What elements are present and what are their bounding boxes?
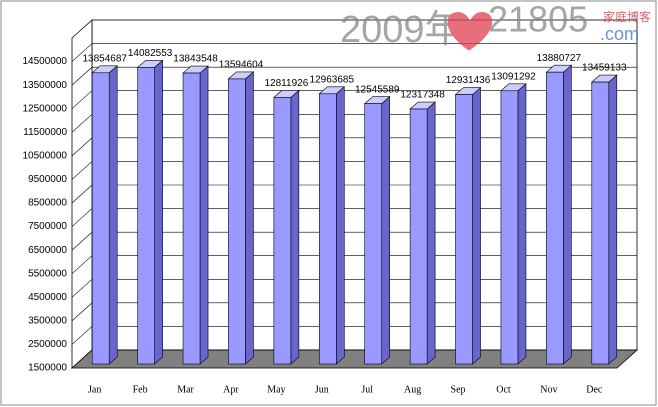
bar (91, 72, 110, 365)
data-label: 13594604 (219, 60, 264, 71)
watermark-tag: 家庭博客 (603, 9, 651, 24)
x-tick-label: Jul (361, 384, 373, 395)
bar-side (381, 95, 391, 365)
grid-line-side (71, 255, 93, 274)
bar (364, 103, 383, 365)
bar-side (199, 65, 209, 365)
data-label: 13843548 (173, 54, 218, 65)
data-label: 12963685 (310, 74, 355, 85)
grid-line-side (71, 231, 93, 251)
bar (500, 90, 519, 365)
bar-side (335, 86, 345, 365)
x-tick-label: Aug (404, 384, 421, 395)
bar-side (290, 89, 300, 365)
grid-line-side (71, 43, 93, 62)
watermark: 2009年 21805 家庭博客 .com (340, 0, 651, 51)
x-tick-label: Jun (315, 384, 329, 395)
bar (182, 72, 201, 365)
y-tick-label: 14500000 (23, 56, 68, 67)
y-tick-label: 3500000 (28, 315, 67, 326)
bar-side (108, 65, 118, 365)
y-tick-label: 1500000 (28, 363, 67, 374)
bar-side (154, 59, 163, 365)
bar (228, 78, 246, 365)
grid-line-side (71, 66, 93, 86)
y-tick-label: 12500000 (23, 103, 68, 114)
data-label: 13091292 (491, 71, 536, 82)
y-tick-label: 11500000 (23, 127, 67, 138)
watermark-year: 2009年 (340, 9, 463, 51)
grid-line-side (71, 302, 93, 322)
data-label: 13854687 (82, 53, 127, 64)
data-label: 13459133 (582, 63, 627, 74)
x-tick-label: Dec (586, 384, 603, 395)
y-tick-label: 4500000 (28, 292, 67, 303)
bar-side (472, 86, 481, 365)
data-label: 12317348 (400, 90, 445, 101)
data-label: 12811926 (265, 78, 309, 89)
watermark-domain: .com (600, 24, 639, 44)
y-tick-label: 7500000 (28, 221, 67, 232)
x-tick-label: Mar (177, 384, 194, 395)
grid-line-side (71, 349, 93, 369)
grid-line-side (71, 184, 93, 204)
x-tick-label: Nov (540, 384, 557, 395)
y-tick-label: 9500000 (28, 174, 67, 185)
data-label: 12545589 (355, 84, 400, 95)
bar (137, 67, 155, 365)
data-label: 13880727 (537, 53, 582, 64)
y-tick-label: 13500000 (23, 80, 68, 91)
grid-line-side (71, 137, 93, 157)
x-tick-label: May (267, 384, 285, 395)
data-label: 12931436 (446, 75, 491, 86)
y-tick-label: 6500000 (28, 245, 67, 256)
bars (91, 59, 618, 365)
grid-line-side (71, 161, 93, 180)
watermark-heart (447, 12, 493, 50)
grid-line-side (71, 90, 93, 109)
x-tick-label: Oct (496, 384, 511, 395)
bar-side (517, 83, 527, 365)
watermark-site: 21805 (488, 0, 588, 40)
y-tick-label: 8500000 (28, 198, 67, 209)
x-tick-label: Sep (451, 384, 466, 395)
bar (318, 93, 337, 365)
data-label: 14082553 (128, 48, 173, 59)
grid-line-side (71, 279, 93, 298)
bar (591, 81, 610, 365)
bar (546, 71, 564, 365)
y-tick-label: 2500000 (28, 339, 67, 350)
bar (409, 108, 428, 365)
bar-side (563, 64, 572, 365)
x-tick-label: Apr (223, 384, 239, 395)
bar (273, 97, 292, 365)
x-tick-label: Feb (133, 384, 148, 395)
bar-side (426, 101, 436, 365)
grid-line-side (71, 114, 93, 133)
bar-side (608, 74, 618, 365)
bar-side (245, 71, 254, 365)
y-tick-label: 10500000 (23, 150, 68, 161)
y-tick-label: 5500000 (28, 268, 67, 279)
bar (455, 94, 473, 365)
grid-line-side (71, 326, 93, 345)
x-tick-label: Jan (88, 384, 101, 395)
grid-line-side (71, 208, 93, 227)
